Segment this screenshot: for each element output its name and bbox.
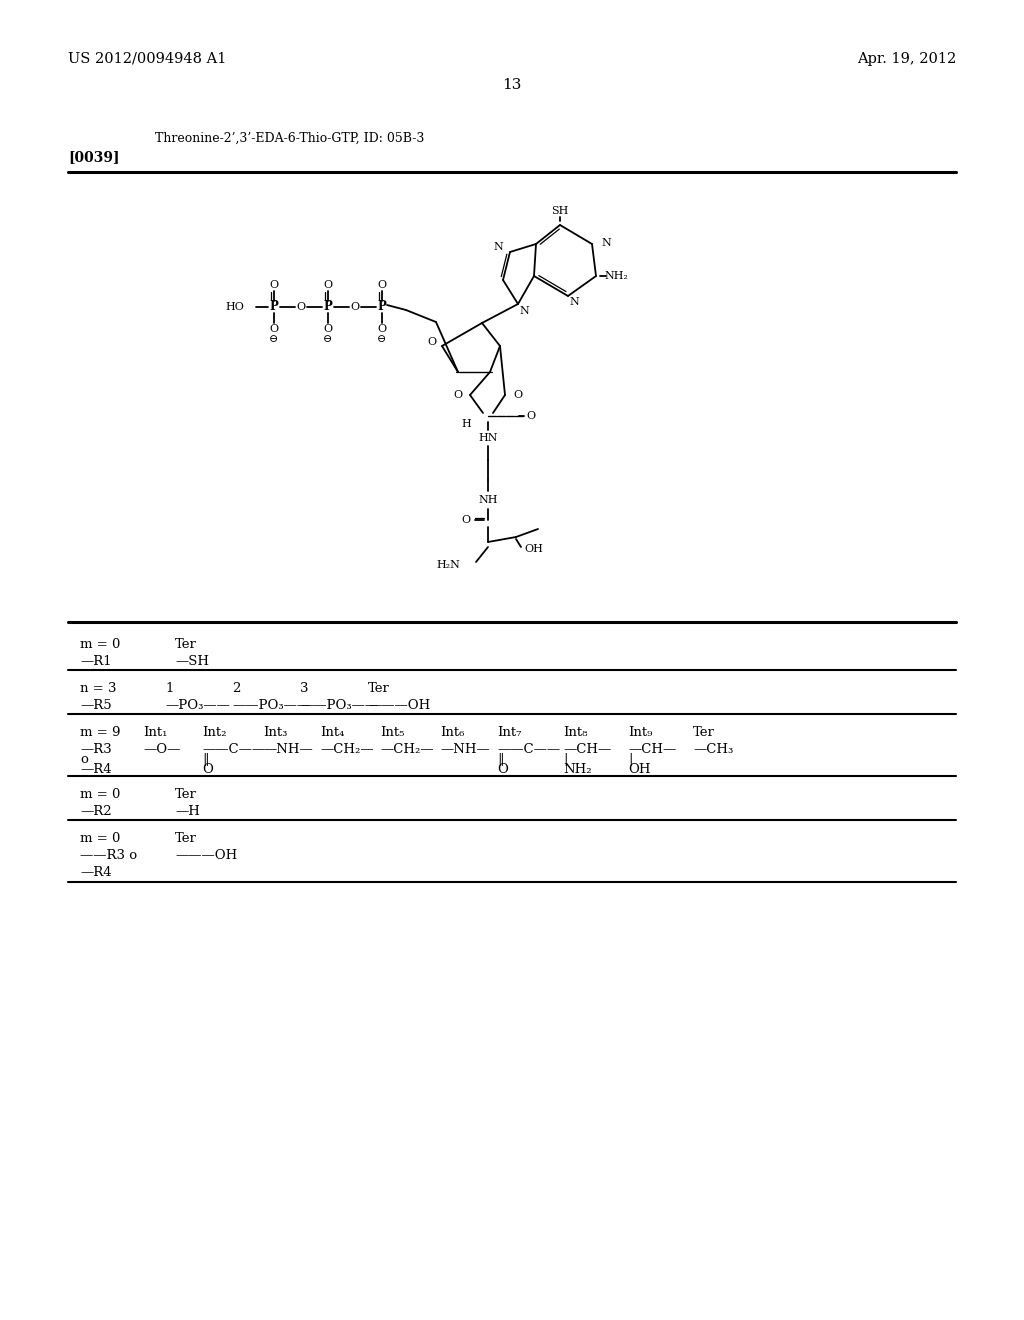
Text: N: N	[569, 297, 579, 308]
Text: O: O	[453, 389, 462, 400]
Text: —O—: —O—	[143, 743, 180, 756]
Text: ⊖: ⊖	[269, 334, 279, 345]
Text: ⊖: ⊖	[324, 334, 333, 345]
Text: HN: HN	[478, 433, 498, 444]
Text: P: P	[324, 301, 333, 314]
Text: N: N	[519, 306, 528, 315]
Text: —R5: —R5	[80, 700, 112, 711]
Text: O: O	[269, 323, 279, 334]
Text: Ter: Ter	[175, 788, 197, 801]
Text: O: O	[324, 323, 333, 334]
Text: Apr. 19, 2012: Apr. 19, 2012	[857, 51, 956, 66]
Text: ‖: ‖	[202, 752, 209, 766]
Text: ———OH: ———OH	[368, 700, 430, 711]
Text: NH: NH	[478, 495, 498, 506]
Text: ——PO₃——: ——PO₃——	[232, 700, 310, 711]
Text: —PO₃——: —PO₃——	[165, 700, 229, 711]
Text: —R2: —R2	[80, 805, 112, 818]
Text: 2: 2	[232, 682, 241, 696]
Text: Int₄: Int₄	[319, 726, 344, 739]
Text: —NH—: —NH—	[440, 743, 489, 756]
Text: ——PO₃——: ——PO₃——	[300, 700, 378, 711]
Text: ——C——: ——C——	[202, 743, 265, 756]
Text: ———OH: ———OH	[175, 849, 238, 862]
Text: [0039]: [0039]	[68, 150, 120, 164]
Text: —R4: —R4	[80, 866, 112, 879]
Text: N: N	[601, 238, 610, 248]
Text: m = 0: m = 0	[80, 638, 121, 651]
Text: Int₅: Int₅	[380, 726, 404, 739]
Text: —H: —H	[175, 805, 200, 818]
Text: ⊖: ⊖	[377, 334, 387, 345]
Text: NH₂: NH₂	[563, 763, 592, 776]
Text: OH: OH	[628, 763, 650, 776]
Text: Int₈: Int₈	[563, 726, 588, 739]
Text: OH: OH	[524, 544, 543, 554]
Text: —CH₂—: —CH₂—	[380, 743, 433, 756]
Text: 13: 13	[503, 78, 521, 92]
Text: —R1: —R1	[80, 655, 112, 668]
Text: O: O	[296, 302, 305, 312]
Text: O: O	[526, 411, 536, 421]
Text: O: O	[350, 302, 359, 312]
Text: —CH—: —CH—	[563, 743, 611, 756]
Text: |: |	[563, 752, 567, 766]
Text: m = 0: m = 0	[80, 832, 121, 845]
Text: NH₂: NH₂	[604, 271, 628, 281]
Text: O: O	[269, 280, 279, 290]
Text: —R3: —R3	[80, 743, 112, 756]
Text: o: o	[80, 752, 88, 766]
Text: SH: SH	[551, 206, 568, 216]
Text: O: O	[497, 763, 508, 776]
Text: O: O	[428, 337, 437, 347]
Text: O: O	[513, 389, 522, 400]
Text: Int₆: Int₆	[440, 726, 464, 739]
Text: Int₁: Int₁	[143, 726, 167, 739]
Text: —R4: —R4	[80, 763, 112, 776]
Text: ——C——: ——C——	[497, 743, 560, 756]
Text: N: N	[494, 242, 503, 252]
Text: HO: HO	[225, 302, 244, 312]
Text: O: O	[461, 515, 470, 525]
Text: 3: 3	[300, 682, 308, 696]
Text: O: O	[378, 323, 387, 334]
Text: O: O	[324, 280, 333, 290]
Text: ‖: ‖	[497, 752, 504, 766]
Text: —SH: —SH	[175, 655, 209, 668]
Text: —CH—: —CH—	[628, 743, 676, 756]
Text: Int₇: Int₇	[497, 726, 521, 739]
Text: Ter: Ter	[368, 682, 390, 696]
Text: —CH₂—: —CH₂—	[319, 743, 374, 756]
Text: Ter: Ter	[693, 726, 715, 739]
Text: Ter: Ter	[175, 638, 197, 651]
Text: H₂N: H₂N	[436, 560, 460, 570]
Text: m = 0: m = 0	[80, 788, 121, 801]
Text: P: P	[269, 301, 279, 314]
Text: Int₂: Int₂	[202, 726, 226, 739]
Text: n = 3: n = 3	[80, 682, 117, 696]
Text: Int₉: Int₉	[628, 726, 652, 739]
Text: ——R3 o: ——R3 o	[80, 849, 137, 862]
Text: |: |	[628, 752, 633, 766]
Text: —NH—: —NH—	[263, 743, 312, 756]
Text: US 2012/0094948 A1: US 2012/0094948 A1	[68, 51, 226, 66]
Text: 1: 1	[165, 682, 173, 696]
Text: m = 9: m = 9	[80, 726, 121, 739]
Text: Int₃: Int₃	[263, 726, 288, 739]
Text: H: H	[461, 418, 471, 429]
Text: O: O	[202, 763, 213, 776]
Text: Threonine-2’,3’-EDA-6-Thio-GTP, ID: 05B-3: Threonine-2’,3’-EDA-6-Thio-GTP, ID: 05B-…	[155, 132, 424, 145]
Text: O: O	[378, 280, 387, 290]
Text: Ter: Ter	[175, 832, 197, 845]
Text: P: P	[378, 301, 386, 314]
Text: —CH₃: —CH₃	[693, 743, 733, 756]
